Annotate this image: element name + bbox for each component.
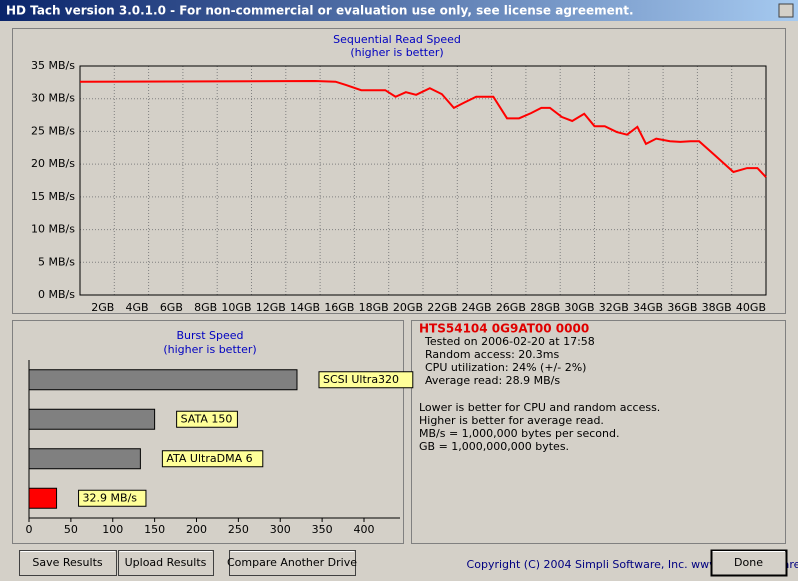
bar-label: SCSI Ultra320 <box>323 373 399 386</box>
x-tick-label: 34GB <box>633 301 663 314</box>
info-panel <box>411 320 786 544</box>
x-tick-label: 26GB <box>496 301 526 314</box>
y-tick-label: 20 MB/s <box>31 157 75 170</box>
note-line: Lower is better for CPU and random acces… <box>419 401 660 414</box>
plot-frame <box>79 65 767 296</box>
x-tick-label: 400 <box>353 523 374 536</box>
x-tick-label: 16GB <box>324 301 354 314</box>
window-title: HD Tach version 3.0.1.0 - For non-commer… <box>6 4 634 18</box>
x-tick-label: 10GB <box>221 301 251 314</box>
x-tick-label: 6GB <box>160 301 183 314</box>
result-line: Tested on 2006-02-20 at 17:58 <box>424 335 595 348</box>
drive-name: HTS54104 0G9AT00 0000 <box>419 322 589 336</box>
x-tick-label: 4GB <box>126 301 149 314</box>
x-tick-label: 50 <box>64 523 78 536</box>
note-line: MB/s = 1,000,000 bytes per second. <box>419 427 619 440</box>
x-tick-label: 2GB <box>91 301 114 314</box>
line-title: Sequential Read Speed <box>333 33 461 46</box>
bar-label: ATA UltraDMA 6 <box>166 452 252 465</box>
x-tick-label: 0 <box>26 523 33 536</box>
burst-panel <box>12 320 404 544</box>
note-line: Higher is better for average read. <box>419 414 604 427</box>
result-line: Random access: 20.3ms <box>425 348 560 361</box>
button[interactable] <box>229 550 356 576</box>
button-label[interactable]: Compare Another Drive <box>227 556 357 569</box>
close-button[interactable] <box>778 3 794 18</box>
title-bar <box>0 0 798 21</box>
x-tick-label: 28GB <box>530 301 560 314</box>
bar <box>28 408 156 430</box>
y-tick-label: 30 MB/s <box>31 92 75 105</box>
x-tick-label: 12GB <box>256 301 286 314</box>
x-tick-label: 30GB <box>564 301 594 314</box>
note-line: GB = 1,000,000,000 bytes. <box>419 440 569 453</box>
y-tick-label: 10 MB/s <box>31 223 75 236</box>
x-tick-label: 38GB <box>702 301 732 314</box>
label-box <box>161 450 264 468</box>
x-tick-label: 20GB <box>393 301 423 314</box>
button-label[interactable]: Save Results <box>32 556 102 569</box>
button-label[interactable]: Upload Results <box>125 556 207 569</box>
x-tick-label: 36GB <box>667 301 697 314</box>
y-tick-label: 0 MB/s <box>38 288 75 301</box>
button[interactable] <box>710 549 788 577</box>
x-tick-label: 250 <box>228 523 249 536</box>
read-speed-line <box>79 80 767 178</box>
bar <box>28 448 141 470</box>
x-tick-label: 8GB <box>194 301 217 314</box>
y-tick-label: 35 MB/s <box>31 59 75 72</box>
label-box <box>176 410 238 428</box>
x-tick-label: 300 <box>270 523 291 536</box>
x-tick-label: 200 <box>186 523 207 536</box>
label-box <box>318 371 414 389</box>
line-subtitle: (higher is better) <box>350 46 443 59</box>
button[interactable] <box>19 550 117 576</box>
button-label[interactable]: Done <box>734 556 763 569</box>
x-tick-label: 24GB <box>462 301 492 314</box>
bar-label: SATA 150 <box>181 412 233 425</box>
x-tick-label: 22GB <box>427 301 457 314</box>
x-tick-label: 18GB <box>359 301 389 314</box>
x-tick-label: 100 <box>102 523 123 536</box>
y-tick-label: 15 MB/s <box>31 190 75 203</box>
x-tick-label: 32GB <box>599 301 629 314</box>
label-box <box>78 489 147 507</box>
line-panel <box>12 28 786 314</box>
bar-label: 32.9 MB/s <box>83 491 138 504</box>
x-tick-label: 40GB <box>736 301 766 314</box>
x-tick-label: 350 <box>312 523 333 536</box>
burst-subtitle: (higher is better) <box>163 343 256 356</box>
bar <box>28 369 298 391</box>
burst-title: Burst Speed <box>176 329 243 342</box>
x-tick-label: 14GB <box>290 301 320 314</box>
button[interactable] <box>118 550 214 576</box>
result-line: CPU utilization: 24% (+/- 2%) <box>425 361 586 374</box>
x-tick-label: 150 <box>144 523 165 536</box>
result-line: Average read: 28.9 MB/s <box>425 374 560 387</box>
y-tick-label: 5 MB/s <box>38 255 75 268</box>
y-tick-label: 25 MB/s <box>31 124 75 137</box>
bar <box>28 487 58 509</box>
